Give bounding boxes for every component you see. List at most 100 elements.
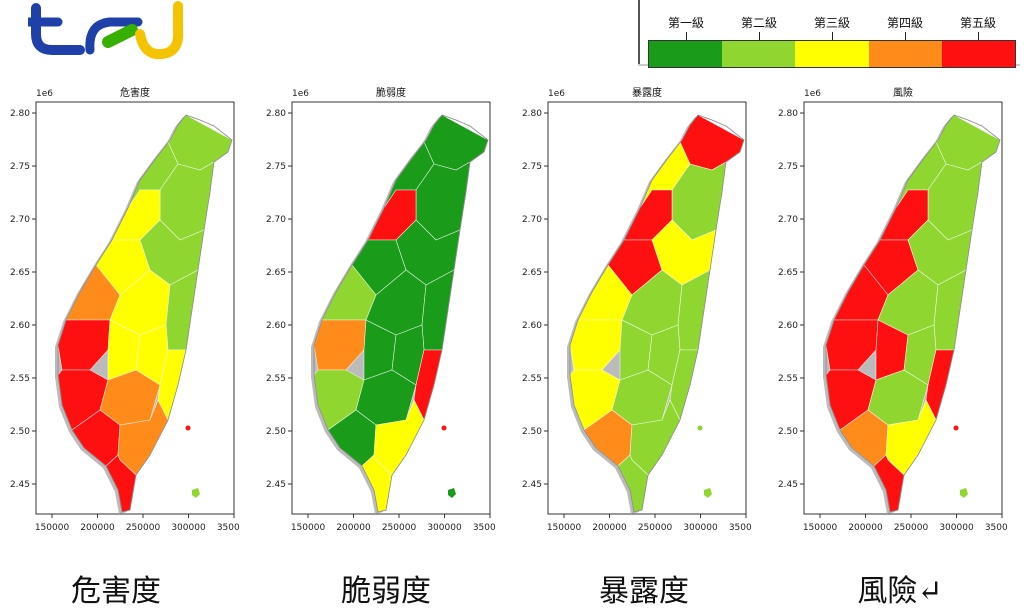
y-tick-label: 2.50 [522, 427, 542, 437]
x-tick-label: 150000 [803, 523, 838, 533]
legend-label-3: 第三級 [813, 16, 850, 30]
y-tick-label: 2.65 [10, 268, 30, 278]
x-tick-label: 300000 [427, 523, 462, 533]
y-tick-label: 2.75 [778, 162, 798, 172]
axis-exponent-label: 1e6 [548, 89, 565, 99]
map-legend: 第一級 第二級 第三級 第四級 第五級 [636, 0, 1020, 72]
y-tick-label: 2.50 [10, 427, 30, 437]
x-tick-label: 350000 [473, 523, 496, 533]
y-tick-label: 2.70 [266, 215, 286, 225]
x-tick-label: 350000 [729, 523, 752, 533]
hazard-caption: 危害度 [71, 574, 161, 609]
map-title: 暴露度 [632, 86, 662, 99]
vulnerability-caption: 脆弱度 [341, 574, 431, 609]
y-tick-label: 2.70 [522, 215, 542, 225]
y-tick-label: 2.75 [522, 162, 542, 172]
risk-caption: 風險↵ [857, 574, 943, 609]
logo-icon [28, 1, 184, 60]
y-tick-label: 2.45 [778, 480, 798, 490]
y-tick-label: 2.45 [522, 480, 542, 490]
map-region [313, 319, 367, 371]
x-tick-label: 200000 [848, 523, 883, 533]
y-tick-label: 2.80 [522, 109, 542, 119]
y-tick-label: 2.70 [10, 215, 30, 225]
map-svg: 2.80 2.75 2.70 2.65 2.60 2.55 2.50 2.45 150000 20… [522, 86, 752, 533]
y-tick-label: 2.55 [266, 374, 286, 384]
outlying-island [441, 425, 447, 431]
legend-label-4: 第四級 [886, 16, 923, 30]
y-tick-label: 2.70 [778, 215, 798, 225]
legend-label-5: 第五級 [959, 16, 996, 30]
island-outline [825, 114, 1001, 513]
legend-swatch-4 [868, 41, 942, 67]
x-tick-label: 300000 [171, 523, 206, 533]
y-tick-label: 2.60 [522, 321, 542, 331]
x-tick-label: 350000 [985, 523, 1008, 533]
x-tick-label: 300000 [683, 523, 718, 533]
x-tick-label: 150000 [291, 523, 326, 533]
y-tick-label: 2.60 [266, 321, 286, 331]
risk-map-panel: 2.80 2.75 2.70 2.65 2.60 2.55 2.50 2.45 150000 20… [768, 80, 1008, 540]
vulnerability-map-panel: 2.80 2.75 2.70 2.65 2.60 2.55 2.50 2.45 150000 20… [256, 80, 496, 540]
x-tick-label: 150000 [35, 523, 70, 533]
map-title: 風險 [893, 86, 913, 99]
island-outline [313, 114, 489, 513]
x-tick-label: 250000 [382, 523, 417, 533]
legend-swatch-1 [649, 41, 723, 67]
y-tick-label: 2.65 [778, 268, 798, 278]
y-tick-label: 2.55 [522, 374, 542, 384]
outlying-island [704, 488, 712, 498]
y-tick-label: 2.80 [10, 109, 30, 119]
y-tick-label: 2.75 [10, 162, 30, 172]
y-tick-label: 2.45 [266, 480, 286, 490]
outlying-island [185, 425, 191, 431]
legend-label-1: 第一級 [667, 16, 704, 30]
x-tick-label: 200000 [336, 523, 371, 533]
hazard-map-panel: 2.80 2.75 2.70 2.65 2.60 2.55 2.50 2.45 150000 20… [0, 80, 240, 540]
map-region [57, 319, 111, 371]
legend-swatch-5 [941, 41, 1016, 67]
map-svg: 2.80 2.75 2.70 2.65 2.60 2.55 2.50 2.45 150000 20… [266, 86, 496, 533]
y-tick-label: 2.50 [778, 427, 798, 437]
x-tick-label: 350000 [217, 523, 240, 533]
axis-exponent-label: 1e6 [804, 89, 821, 99]
legend-swatch-2 [722, 41, 796, 67]
y-tick-label: 2.65 [522, 268, 542, 278]
outlying-island [192, 488, 200, 498]
y-tick-label: 2.80 [266, 109, 286, 119]
y-tick-label: 2.55 [10, 374, 30, 384]
x-tick-label: 150000 [547, 523, 582, 533]
y-tick-label: 2.50 [266, 427, 286, 437]
map-svg: 2.80 2.75 2.70 2.65 2.60 2.55 2.50 2.45 150000 20… [778, 86, 1008, 533]
x-tick-label: 250000 [638, 523, 673, 533]
legend-color-bar [648, 40, 1016, 68]
axis-exponent-label: 1e6 [292, 89, 309, 99]
map-title: 危害度 [120, 86, 150, 99]
y-tick-label: 2.45 [10, 480, 30, 490]
x-tick-label: 250000 [126, 523, 161, 533]
outlying-island [697, 425, 703, 431]
axis-exponent-label: 1e6 [36, 89, 53, 99]
map-title: 脆弱度 [376, 86, 406, 99]
map-region [825, 319, 879, 371]
x-tick-label: 200000 [592, 523, 627, 533]
island-outline [569, 114, 745, 513]
outlying-island [448, 488, 456, 498]
island-outline [57, 114, 233, 513]
exposure-map-panel: 2.80 2.75 2.70 2.65 2.60 2.55 2.50 2.45 150000 20… [512, 80, 752, 540]
map-region [569, 319, 623, 371]
y-tick-label: 2.80 [778, 109, 798, 119]
y-tick-label: 2.55 [778, 374, 798, 384]
y-tick-label: 2.75 [266, 162, 286, 172]
exposure-caption: 暴露度 [599, 574, 689, 609]
map-svg: 2.80 2.75 2.70 2.65 2.60 2.55 2.50 2.45 150000 20… [10, 86, 240, 533]
outlying-island [953, 425, 959, 431]
outlying-island [960, 488, 968, 498]
x-tick-label: 250000 [894, 523, 929, 533]
y-tick-label: 2.65 [266, 268, 286, 278]
legend-swatch-3 [795, 41, 869, 67]
x-tick-label: 300000 [939, 523, 974, 533]
y-tick-label: 2.60 [10, 321, 30, 331]
legend-label-2: 第二級 [740, 16, 777, 30]
y-tick-label: 2.60 [778, 321, 798, 331]
